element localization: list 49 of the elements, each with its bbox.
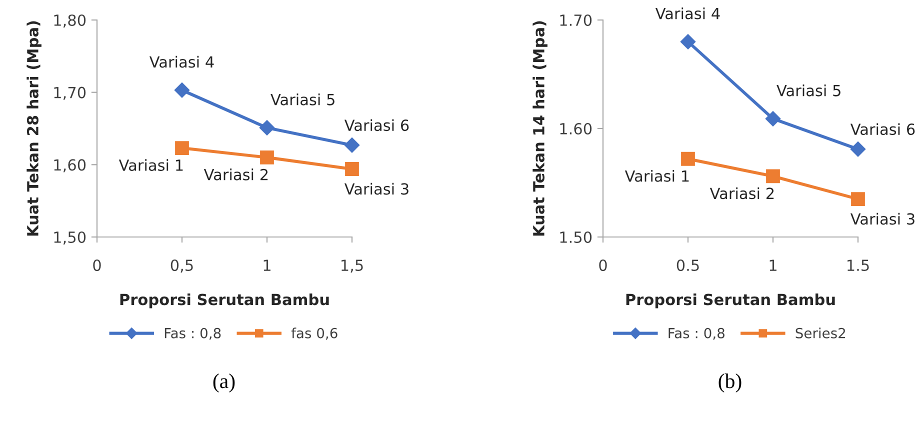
- text: (b): [718, 374, 742, 392]
- x-tick-label: 1,5: [342, 260, 363, 273]
- point: [766, 169, 780, 184]
- y-tick-label: 1.50: [560, 231, 592, 244]
- point: [174, 82, 190, 98]
- point: [260, 150, 274, 164]
- legend-label: Fas : 0,8: [164, 328, 221, 340]
- point: [765, 111, 781, 126]
- point: [850, 142, 866, 157]
- y-tick-label: 1,70: [54, 86, 86, 100]
- point: [175, 141, 189, 155]
- annotation: Variasi 6: [344, 119, 409, 132]
- point: [344, 138, 360, 153]
- point: [681, 152, 695, 166]
- annotation: Variasi 4: [149, 56, 214, 68]
- legend-label: Series2: [796, 328, 846, 338]
- x-tick-label: 0: [93, 259, 101, 272]
- point: [345, 162, 359, 176]
- point: [680, 34, 696, 50]
- x-tick-label: 1: [770, 260, 776, 271]
- annotation: Variasi 5: [776, 84, 840, 96]
- x-tick-label: 0: [599, 259, 607, 272]
- annotation: Variasi 3: [344, 182, 408, 195]
- annotation: Variasi 3: [850, 212, 914, 225]
- x-tick-label: 1.5: [848, 260, 869, 272]
- y-tick-label: 1,50: [54, 231, 86, 245]
- annotation: Variasi 1: [624, 170, 689, 182]
- legend-label: Fas : 0,8: [668, 328, 724, 340]
- annotation: Variasi 2: [204, 168, 268, 180]
- y-tick-label: 1.70: [560, 14, 592, 26]
- legend-label: fas 0,6: [291, 328, 338, 340]
- annotation: Variasi 6: [850, 123, 915, 136]
- y-axis-title: Kuat Tekan 28 hari (Mpa): [26, 21, 42, 236]
- x-tick-label: 0,5: [170, 259, 193, 273]
- point: [259, 120, 275, 136]
- y-tick-label: 1.60: [560, 122, 592, 135]
- annotation: Variasi 2: [710, 187, 774, 200]
- annotation: Variasi 4: [655, 7, 720, 20]
- x-tick-label: 0.5: [676, 259, 699, 272]
- x-axis-title: Proporsi Serutan Bambu: [120, 293, 329, 308]
- y-axis-title: Kuat Tekan 14 hari (Mpa): [532, 21, 548, 236]
- annotation: Variasi 5: [270, 94, 334, 106]
- point: [851, 192, 865, 206]
- x-tick-label: 1: [264, 260, 270, 271]
- y-tick-label: 1,80: [54, 14, 86, 28]
- annotation: Variasi 1: [118, 159, 183, 171]
- text: (a): [213, 374, 235, 392]
- y-tick-label: 1,60: [54, 159, 86, 172]
- x-axis-title: Proporsi Serutan Bambu: [626, 293, 835, 308]
